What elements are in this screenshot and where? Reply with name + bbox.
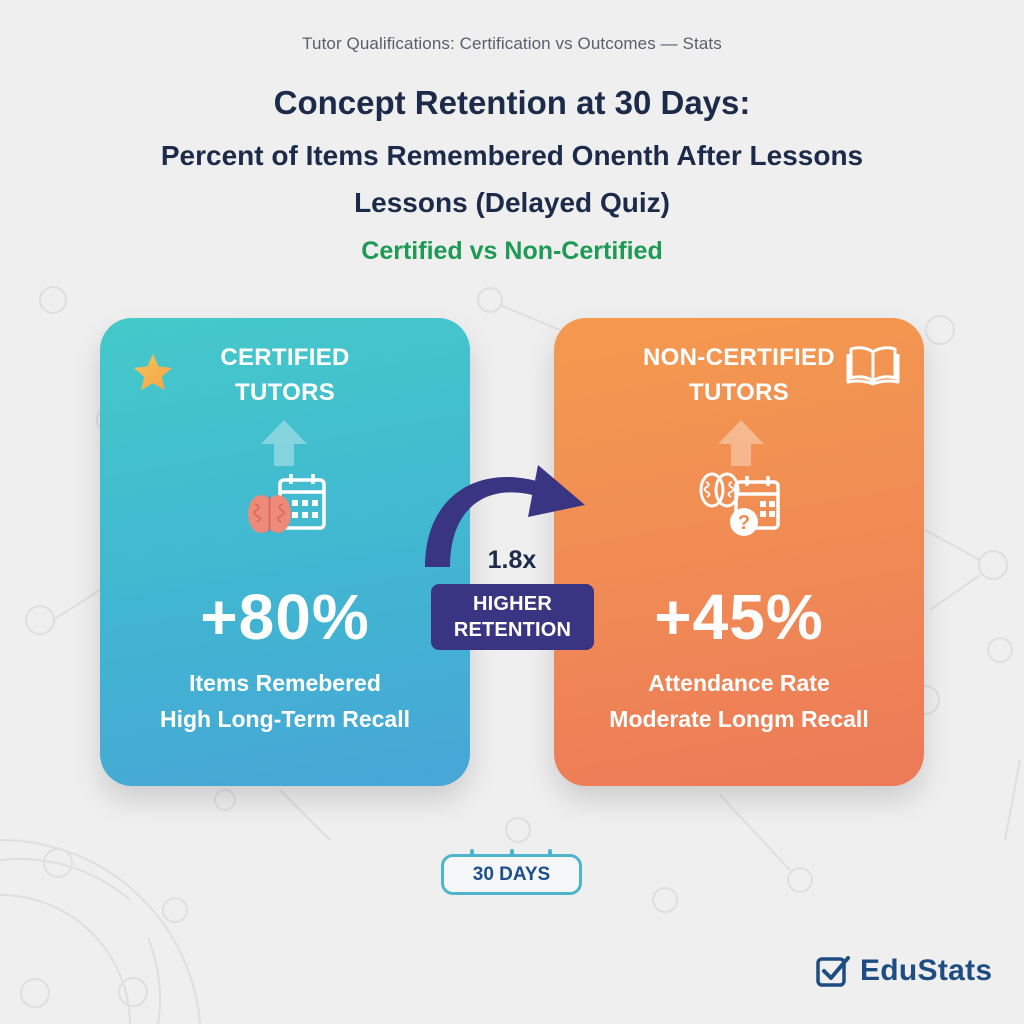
non-certified-tutors-card: NON-CERTIFIED TUTORS ? +45% Attendance R…	[554, 318, 924, 786]
card-title: NON-CERTIFIED TUTORS	[554, 340, 924, 410]
certified-desc-line1: Items Remebered	[189, 670, 381, 696]
certified-value: +80%	[200, 581, 370, 653]
calendar-ring-decoration	[510, 849, 514, 857]
card-title-line2: TUTORS	[234, 379, 336, 406]
non-certified-value: +45%	[654, 581, 824, 653]
page-title-line2: Percent of Items Remembered Onenth After…	[160, 140, 864, 171]
kicker-text: Tutor Qualifications: Certification vs O…	[302, 34, 722, 53]
up-arrow-icon	[718, 420, 764, 466]
page-title: Concept Retention at 30 Days:	[273, 84, 751, 121]
certified-tutors-card: CERTIFIED TUTORS +80% Items Remebered Hi…	[100, 318, 470, 786]
comparison-subtitle: Certified vs Non-Certified	[361, 237, 663, 265]
svg-text:?: ?	[738, 512, 750, 534]
brand-logo: EduStats	[815, 952, 992, 990]
card-title: CERTIFIED TUTORS	[100, 340, 470, 410]
non-certified-desc-line1: Attendance Rate	[648, 670, 830, 696]
badge-line2: RETENTION	[453, 619, 572, 641]
calendar-ring-decoration	[470, 849, 474, 857]
curved-arrow-icon	[425, 465, 585, 567]
higher-retention-badge: HIGHER RETENTION	[431, 584, 594, 650]
open-book-icon	[846, 346, 900, 386]
brain-calendar-icon	[248, 474, 326, 533]
non-certified-desc-line2: Moderate Longm Recall	[609, 706, 869, 732]
timeframe-label: 30 DAYS	[472, 864, 551, 885]
checkbox-logo-icon	[816, 956, 850, 987]
brain-calendar-question-icon: ?	[699, 472, 780, 536]
card-title-line1: CERTIFIED	[220, 344, 350, 371]
timeframe-badge: 30 DAYS	[441, 849, 582, 895]
card-title-line1: NON-CERTIFIED	[643, 344, 835, 371]
card-title-line2: TUTORS	[688, 379, 790, 406]
page-title-line3: Lessons (Delayed Quiz)	[354, 187, 670, 218]
star-icon	[133, 353, 173, 391]
badge-line1: HIGHER	[473, 593, 552, 615]
calendar-ring-decoration	[548, 849, 552, 857]
multiplier-value: 1.8x	[487, 546, 537, 574]
brand-name: EduStats	[860, 954, 993, 987]
up-arrow-icon	[261, 420, 307, 466]
certified-desc-line2: High Long-Term Recall	[159, 706, 411, 732]
